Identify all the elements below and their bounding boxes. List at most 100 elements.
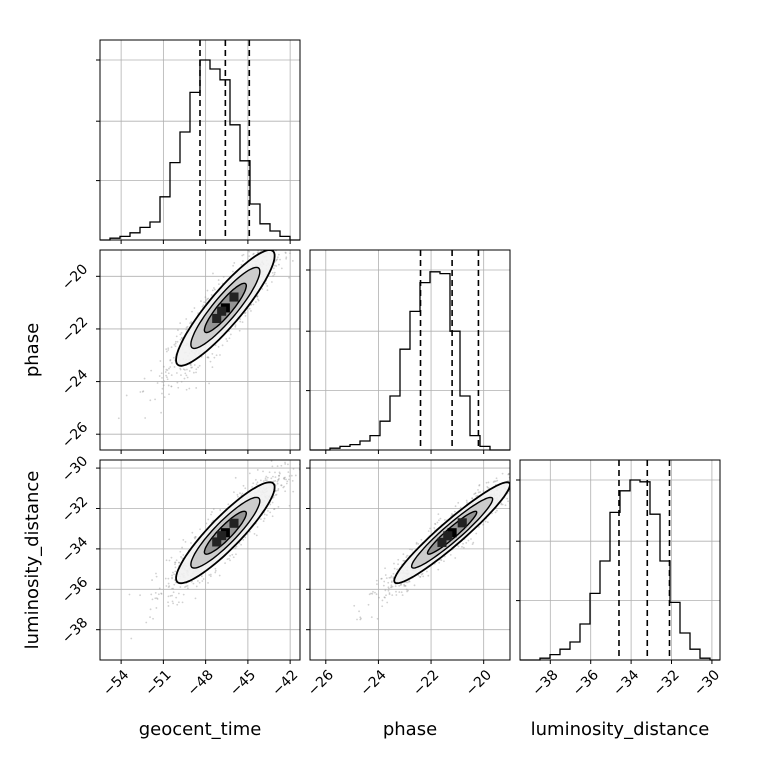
sample-point <box>390 584 393 587</box>
sample-point <box>263 517 266 520</box>
sample-point <box>314 201 316 203</box>
sample-point <box>257 298 259 301</box>
sample-point <box>208 574 211 576</box>
sample-point <box>166 376 168 379</box>
histogram-phase <box>310 271 510 451</box>
sample-point <box>279 472 281 475</box>
sample-point <box>462 546 465 549</box>
x-tick-label-luminosity_distance: −30 <box>691 667 723 699</box>
sample-point <box>200 300 202 302</box>
sample-point <box>209 360 212 363</box>
sample-point <box>283 477 286 479</box>
sample-point <box>211 366 214 369</box>
sample-point <box>174 340 177 343</box>
sample-point <box>522 474 524 476</box>
sample-point <box>408 580 411 583</box>
y-axis-label-luminosity_distance: luminosity_distance <box>22 471 43 650</box>
sample-point <box>384 589 387 592</box>
x-tick-label-geocent_time: −48 <box>185 667 217 699</box>
sample-point <box>144 417 147 419</box>
density-peak-cell <box>443 531 453 541</box>
sample-point <box>269 511 272 514</box>
sample-point <box>167 372 170 375</box>
sample-point <box>277 488 280 490</box>
sample-point <box>524 461 526 463</box>
sample-point <box>172 591 175 594</box>
sample-point <box>270 233 272 235</box>
sample-point <box>184 372 187 375</box>
sample-point <box>302 471 304 473</box>
sample-point <box>242 253 245 256</box>
sample-point <box>367 603 370 606</box>
sample-point <box>154 597 157 600</box>
sample-point <box>383 596 386 599</box>
sample-point <box>182 368 185 371</box>
sample-point <box>500 503 503 506</box>
sample-point <box>439 558 442 561</box>
sample-point <box>291 260 294 262</box>
sample-point <box>176 381 179 384</box>
sample-point <box>271 465 274 468</box>
sample-point <box>282 240 284 242</box>
sample-point <box>288 226 290 228</box>
sample-point <box>522 470 524 472</box>
sample-point <box>264 479 267 482</box>
sample-point <box>165 350 168 353</box>
sample-point <box>205 299 207 302</box>
sample-point <box>185 585 188 588</box>
sample-point <box>163 380 166 383</box>
sample-point <box>184 369 186 371</box>
sample-point <box>171 574 173 577</box>
x-tick-label-geocent_time: −45 <box>227 667 259 699</box>
sample-point <box>234 476 237 479</box>
y-tick-label-luminosity_distance: −34 <box>59 534 91 566</box>
sample-point <box>149 399 152 402</box>
sample-point <box>272 242 274 244</box>
sample-point <box>304 464 306 466</box>
sample-point <box>387 586 390 589</box>
y-tick-label-luminosity_distance: −30 <box>59 453 91 485</box>
sample-point <box>288 475 291 477</box>
sample-point <box>281 454 283 456</box>
sample-point <box>385 577 388 580</box>
sample-point <box>451 513 453 515</box>
sample-point <box>411 548 413 551</box>
sample-point <box>434 522 436 525</box>
sample-point <box>285 482 288 485</box>
sample-point <box>294 474 297 477</box>
sample-point <box>390 585 393 588</box>
sample-point <box>270 460 273 462</box>
y-tick-label-luminosity_distance: −36 <box>59 574 91 606</box>
diag-panel-geocent_time <box>96 39 301 244</box>
sample-point <box>496 509 498 512</box>
sample-point <box>384 567 386 570</box>
sample-point <box>507 472 510 475</box>
sample-point <box>232 270 234 273</box>
sample-point <box>175 335 178 338</box>
sample-point <box>387 589 390 592</box>
sample-point <box>162 384 165 387</box>
sample-point <box>465 541 468 544</box>
sample-point <box>371 592 374 595</box>
y-tick-label-luminosity_distance: −32 <box>59 494 91 526</box>
sample-point <box>282 477 285 480</box>
sample-point <box>284 490 287 493</box>
sample-point <box>202 578 205 580</box>
sample-point <box>291 231 293 233</box>
sample-point <box>228 557 230 560</box>
sample-point <box>234 324 237 327</box>
sample-point <box>537 456 539 458</box>
y-axis-label-phase: phase <box>22 323 43 377</box>
sample-point <box>163 396 166 399</box>
sample-point <box>253 533 256 535</box>
sample-point <box>389 576 392 579</box>
sample-point <box>139 391 142 393</box>
sample-point <box>303 228 305 230</box>
sample-point <box>151 598 154 601</box>
sample-point <box>390 586 392 589</box>
sample-point <box>292 457 294 459</box>
sample-point <box>289 252 291 255</box>
sample-point <box>189 322 191 325</box>
sample-point <box>206 289 209 292</box>
sample-point <box>262 520 265 523</box>
